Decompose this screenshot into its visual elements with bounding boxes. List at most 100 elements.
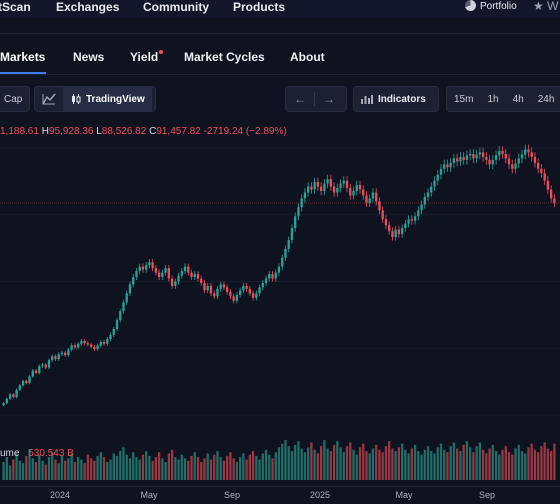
candle <box>439 168 443 175</box>
candle <box>511 164 514 169</box>
candle <box>193 274 196 278</box>
candle <box>449 162 452 168</box>
candle <box>183 266 187 272</box>
candle <box>433 180 436 187</box>
candle <box>543 173 546 181</box>
volume-bar <box>426 446 430 480</box>
candle <box>426 192 430 197</box>
candle <box>404 223 407 229</box>
timeframe-4h[interactable]: 4h <box>512 93 524 105</box>
volume-bar <box>157 452 161 480</box>
nav-brand[interactable]: tScan <box>0 0 31 14</box>
volume-bar <box>2 462 5 480</box>
indicators-icon <box>361 95 373 104</box>
watchlist-star-icon[interactable]: ★ W <box>533 0 559 13</box>
line-chart-button[interactable] <box>35 87 63 111</box>
candle <box>316 182 320 187</box>
timeframe-15m[interactable]: 15m <box>454 93 474 105</box>
volume-bar <box>358 447 362 480</box>
volume-bar <box>449 446 452 480</box>
volume-bar <box>18 460 21 480</box>
volume-bar <box>332 444 336 480</box>
volume-bar <box>446 452 449 480</box>
candle <box>417 210 420 217</box>
volume-bar <box>15 453 18 480</box>
volume-bar <box>404 449 407 480</box>
volume-bar <box>86 454 89 480</box>
candle <box>485 156 488 160</box>
tab-about[interactable]: About <box>290 50 325 64</box>
tab-yield[interactable]: Yield <box>130 50 164 64</box>
new-badge-dot <box>159 50 164 54</box>
nav-products[interactable]: Products <box>233 0 286 14</box>
candle <box>375 192 378 202</box>
portfolio-link[interactable]: Portfolio <box>465 0 517 12</box>
nav-community[interactable]: Community <box>143 0 209 14</box>
candle <box>349 188 352 196</box>
candle <box>96 345 99 350</box>
tab-market-cycles[interactable]: Market Cycles <box>184 50 265 64</box>
volume-bar <box>339 447 342 480</box>
candle <box>407 219 410 224</box>
candle <box>323 183 326 192</box>
redo-button[interactable]: → <box>315 87 343 111</box>
volume-bar <box>154 457 158 480</box>
tab-yield-label: Yield <box>130 50 159 64</box>
volume-bar <box>303 452 307 480</box>
cap-label: Cap <box>4 93 23 105</box>
ohlc-open: 1,188.61 <box>0 126 39 137</box>
volume-value: 530.543 B <box>28 448 74 459</box>
candle <box>115 320 119 329</box>
volume-bar <box>128 458 132 480</box>
price-chart[interactable] <box>0 140 560 480</box>
x-tick-label: May <box>140 490 158 500</box>
timeframe-24h[interactable]: 24h <box>537 93 555 105</box>
candle <box>281 257 284 267</box>
candle <box>261 282 264 288</box>
volume-bar <box>430 451 433 480</box>
volume-bar <box>310 442 313 480</box>
volume-bar <box>313 449 316 480</box>
volume-bar <box>222 460 226 480</box>
volume-bar <box>12 459 15 480</box>
volume-bar <box>381 452 384 480</box>
undo-button[interactable]: ← <box>286 87 314 111</box>
candle <box>80 340 83 344</box>
ohlc-close-prefix: C <box>149 126 157 137</box>
tab-markets[interactable]: Markets <box>0 50 46 64</box>
candle <box>38 366 41 373</box>
volume-bar <box>494 451 498 480</box>
candle <box>342 180 345 184</box>
candle <box>70 345 73 350</box>
volume-bar <box>485 453 488 480</box>
candle <box>329 179 332 187</box>
candle <box>481 152 485 157</box>
candle <box>491 159 494 165</box>
volume-bar <box>520 451 524 480</box>
candle <box>44 364 47 368</box>
ohlc-change: -2719.24 (−2.89%) <box>203 126 287 137</box>
candle <box>391 231 394 237</box>
indicators-button[interactable]: Indicators <box>353 86 439 112</box>
x-tick-label: Sep <box>478 490 496 500</box>
candle <box>300 198 303 208</box>
tradingview-button[interactable]: TradingView <box>63 87 152 111</box>
candle <box>180 271 183 276</box>
candle <box>238 290 242 295</box>
time-axis[interactable]: 2024 May Sep 2025 May Sep <box>0 486 560 504</box>
candle <box>99 342 102 346</box>
candle <box>128 284 132 294</box>
volume-bar <box>177 459 180 480</box>
top-navigation: tScan Exchanges Community Products Portf… <box>0 0 560 18</box>
candle <box>332 186 336 193</box>
volume-bar <box>281 443 284 480</box>
candle <box>93 346 96 350</box>
tab-news[interactable]: News <box>73 50 105 64</box>
volume-bar <box>31 458 34 480</box>
candle <box>410 219 413 221</box>
volume-bar <box>443 449 446 480</box>
nav-exchanges[interactable]: Exchanges <box>56 0 120 14</box>
market-cap-toggle[interactable]: Cap <box>0 86 30 112</box>
volume-bar <box>213 454 216 480</box>
timeframe-1h[interactable]: 1h <box>487 93 499 105</box>
